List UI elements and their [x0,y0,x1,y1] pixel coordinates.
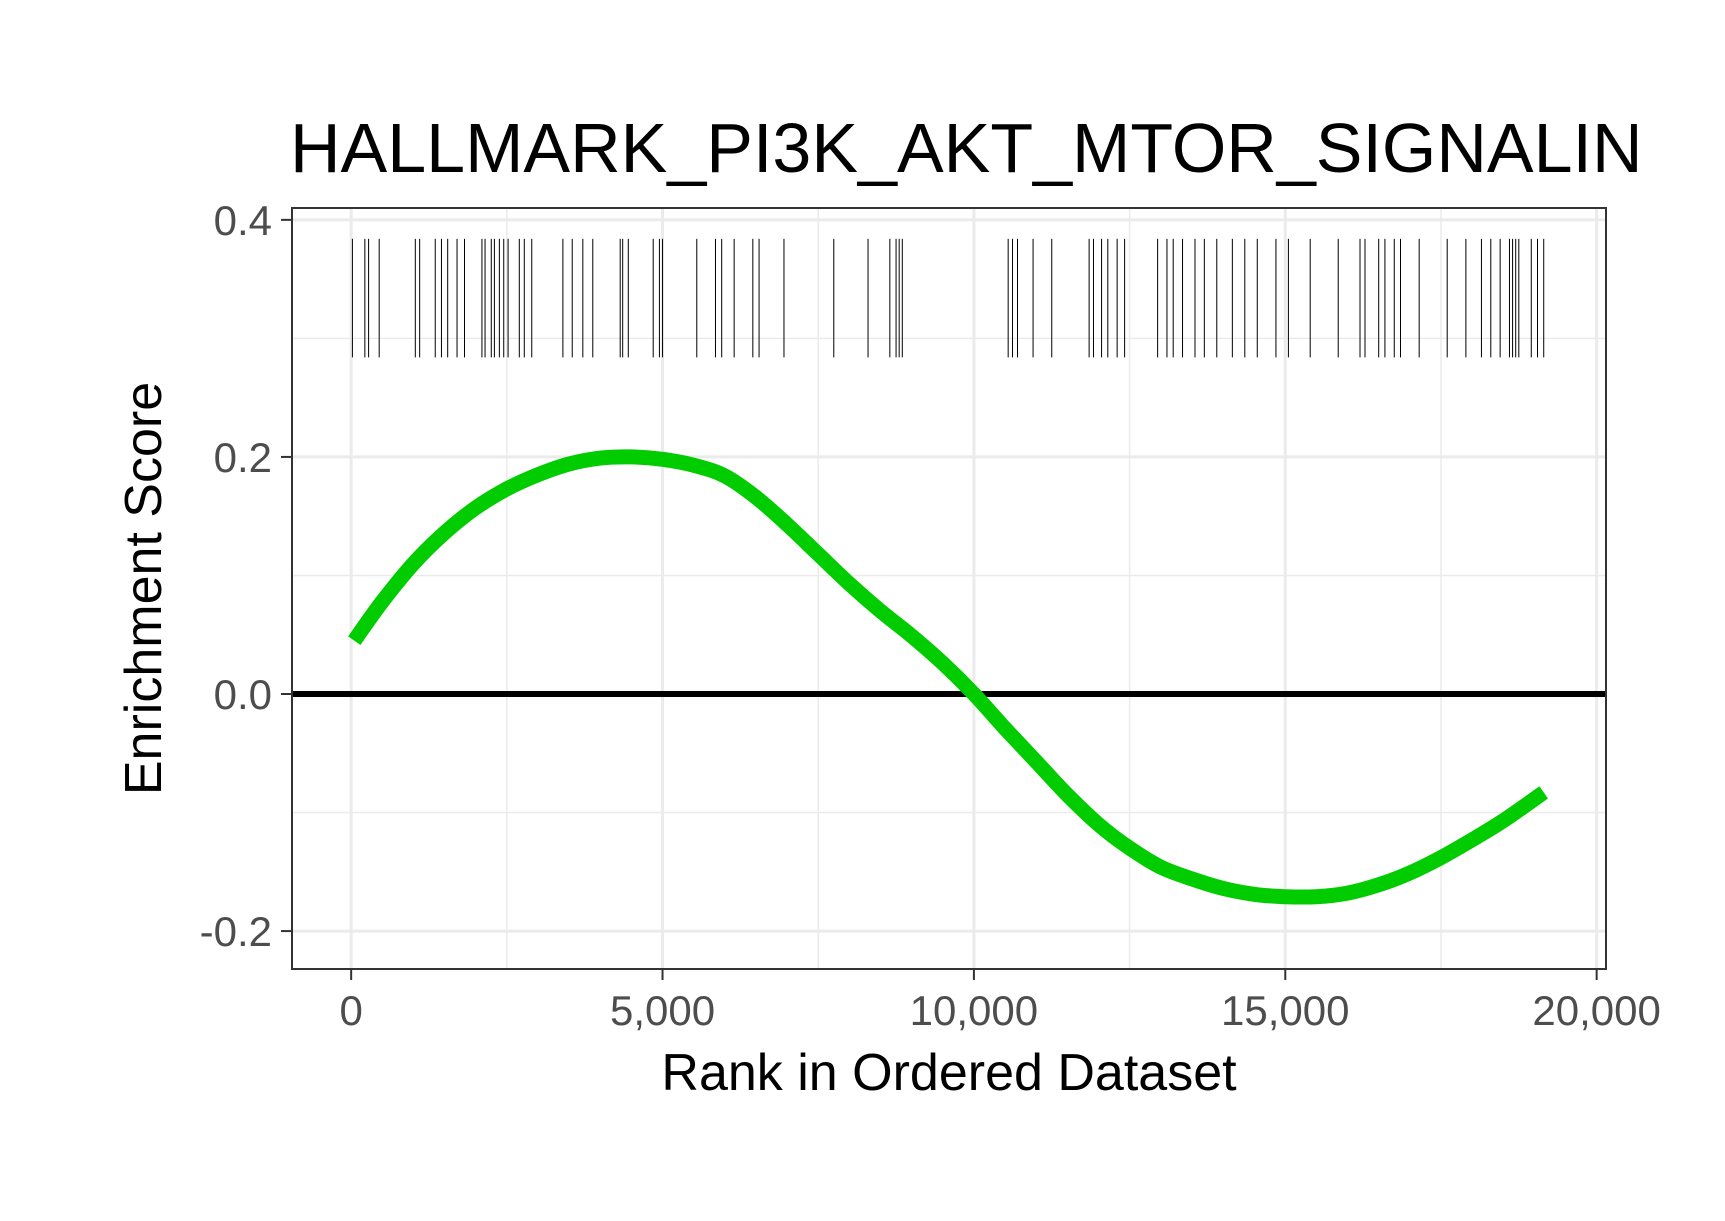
y-tick-label: 0.0 [214,671,272,718]
y-axis-title: Enrichment Score [115,382,173,795]
gene-hit-marks [351,238,1545,358]
x-tick-label: 15,000 [1221,987,1349,1034]
x-axis-ticks: 0 5,000 10,000 15,000 20,000 [339,969,1661,1034]
x-axis-title: Rank in Ordered Dataset [661,1044,1237,1102]
x-tick-label: 5,000 [610,987,715,1034]
minor-gridlines [292,208,1606,969]
chart-title: HALLMARK_PI3K_AKT_MTOR_SIGNALIN [290,109,1643,187]
y-tick-label: 0.4 [214,197,272,244]
enrichment-curve [348,449,1549,905]
x-tick-label: 10,000 [910,987,1038,1034]
y-axis-ticks: -0.2 0.0 0.2 0.4 [200,197,292,955]
y-tick-label: 0.2 [214,434,272,481]
x-tick-label: 0 [339,987,362,1034]
plot-panel-border [291,207,1607,970]
x-tick-label: 20,000 [1532,987,1660,1034]
enrichment-curves [348,449,1549,905]
y-tick-label: -0.2 [200,908,272,955]
